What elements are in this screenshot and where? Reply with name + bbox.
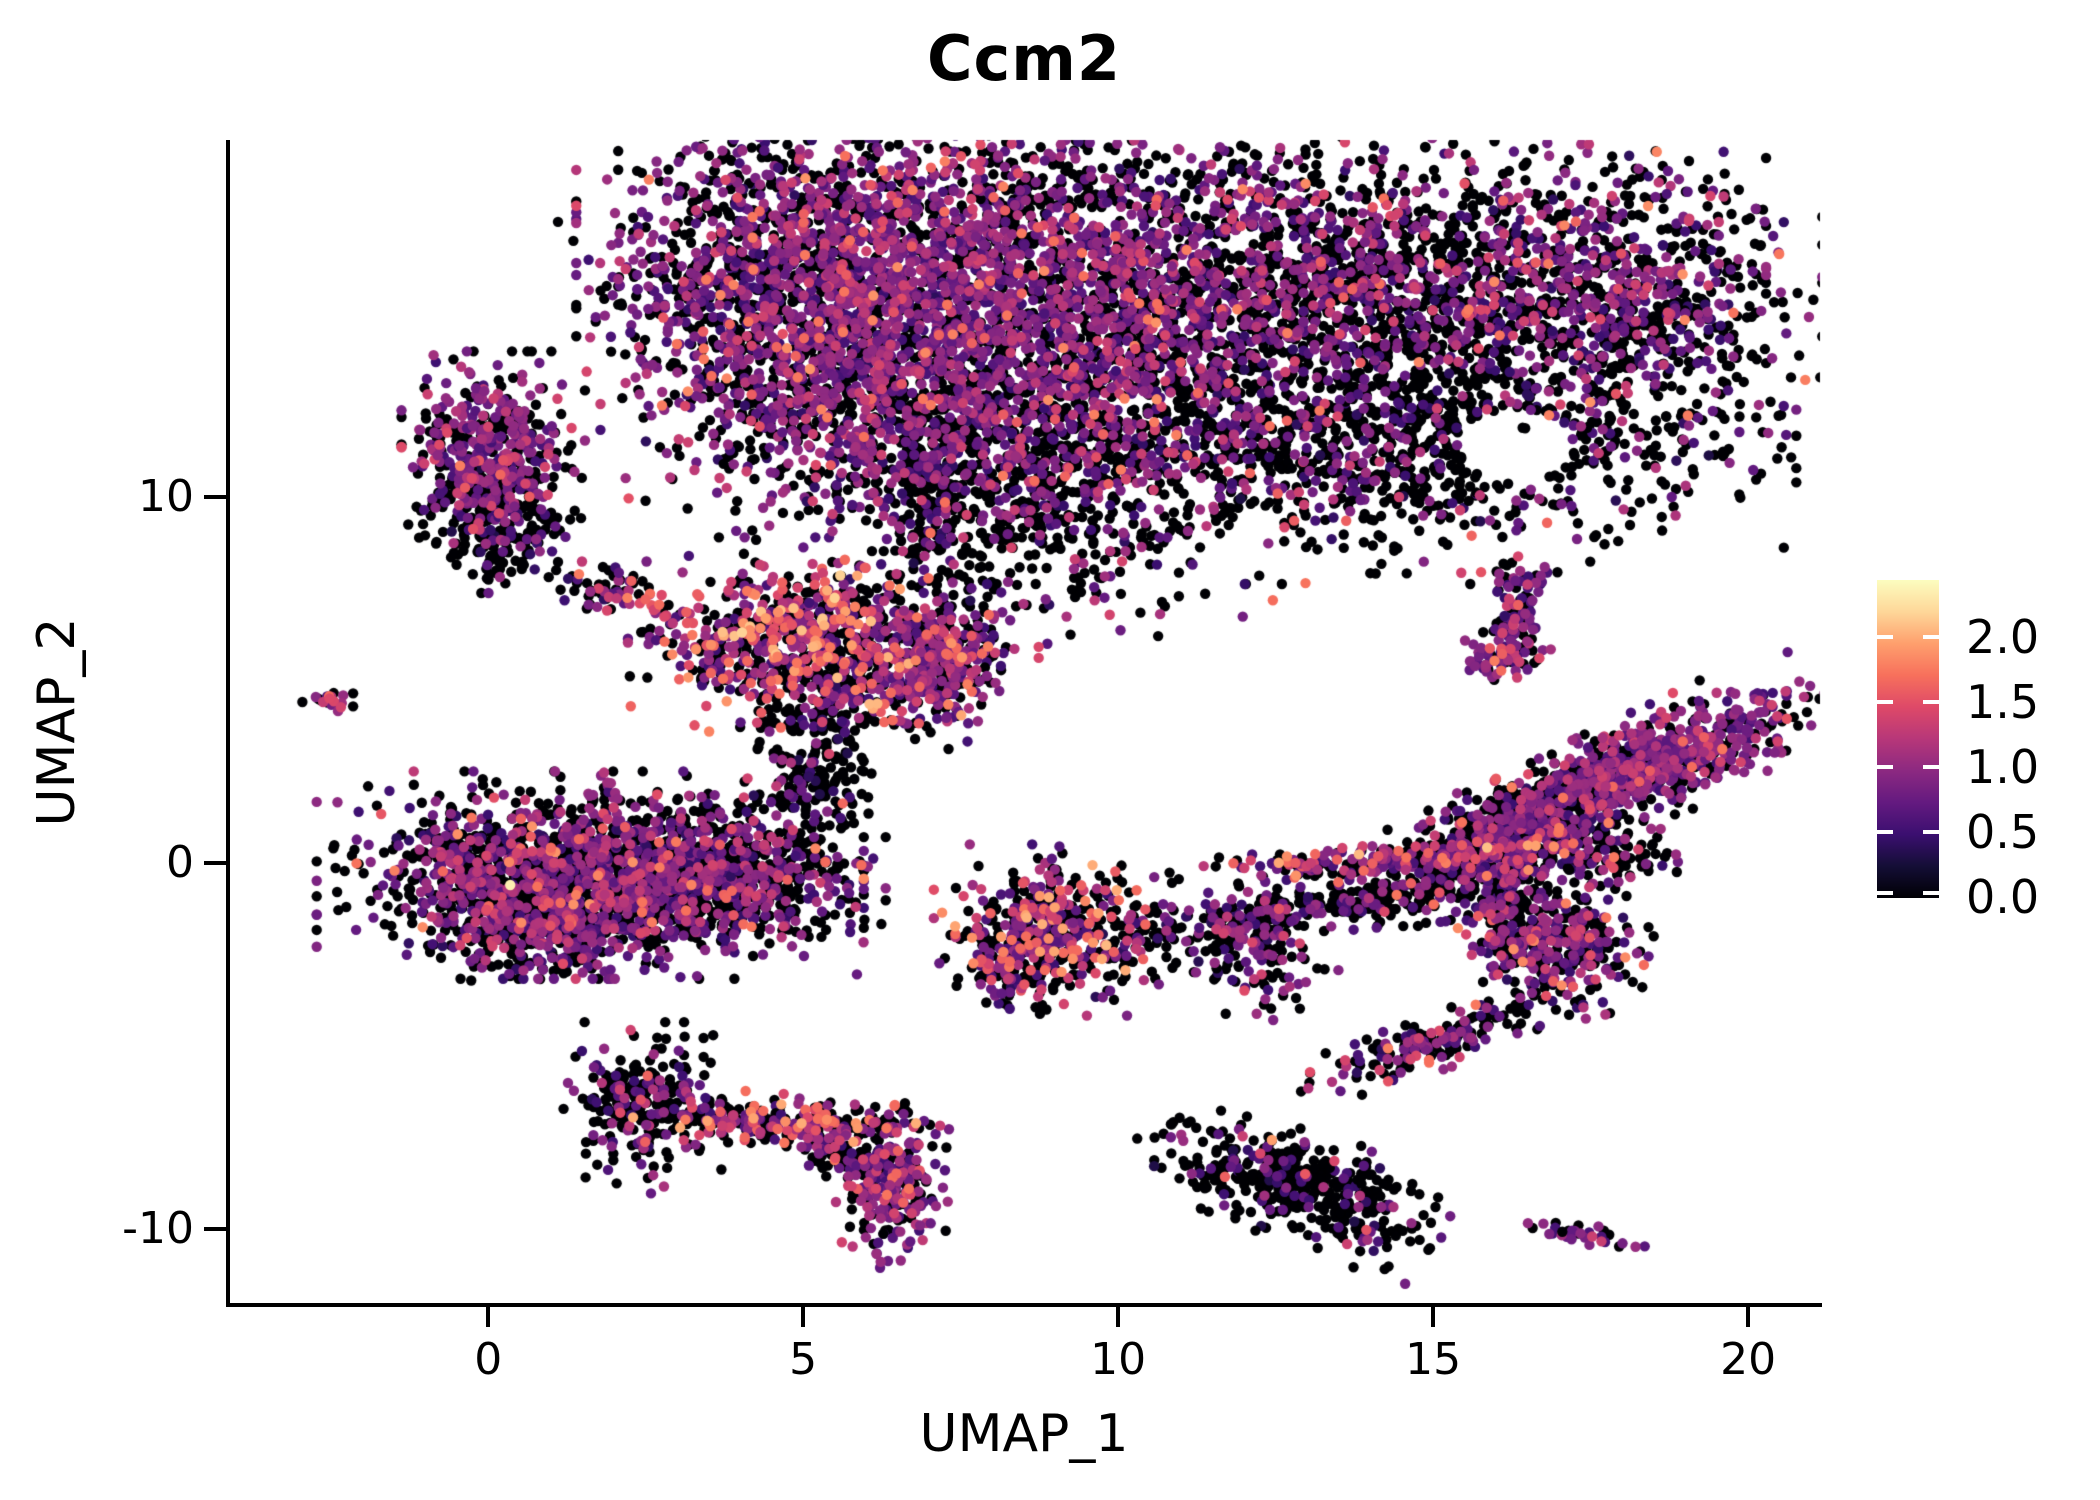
- colorbar-tick-mark: [1877, 635, 1893, 640]
- colorbar-gradient: [1877, 580, 1939, 898]
- y-tick-mark: [204, 861, 226, 865]
- x-axis-line: [226, 1303, 1822, 1307]
- colorbar-tick-label: 1.0: [1966, 740, 2040, 795]
- colorbar-tick-mark: [1923, 700, 1939, 705]
- y-tick-label: -10: [122, 1202, 194, 1254]
- x-tick-mark: [486, 1307, 491, 1327]
- x-tick-label: 15: [1405, 1334, 1462, 1385]
- x-tick-mark: [1431, 1307, 1436, 1327]
- x-tick-label: 5: [789, 1334, 818, 1385]
- colorbar-tick-mark: [1877, 891, 1893, 895]
- colorbar-tick-mark: [1877, 700, 1893, 705]
- colorbar-tick-label: 1.5: [1966, 675, 2040, 730]
- y-tick-label: 0: [166, 837, 194, 888]
- colorbar-tick-mark: [1877, 765, 1893, 770]
- x-tick-mark: [1116, 1307, 1121, 1327]
- colorbar-tick-mark: [1923, 830, 1939, 835]
- y-axis-label: UMAP_2: [27, 617, 87, 827]
- colorbar-tick-mark: [1923, 765, 1939, 770]
- x-tick-label: 10: [1090, 1334, 1147, 1385]
- colorbar-tick-mark: [1923, 635, 1939, 640]
- y-tick-mark: [204, 495, 226, 500]
- x-tick-label: 0: [474, 1334, 503, 1385]
- colorbar-tick-label: 2.0: [1966, 610, 2040, 665]
- colorbar-tick-label: 0.0: [1966, 870, 2040, 924]
- y-axis-line: [226, 140, 230, 1307]
- colorbar-tick-mark: [1923, 891, 1939, 895]
- colorbar-tick-label: 0.5: [1966, 805, 2040, 860]
- colorbar-tick-mark: [1877, 830, 1893, 835]
- x-tick-label: 20: [1720, 1334, 1777, 1385]
- y-tick-mark: [204, 1226, 226, 1231]
- x-tick-mark: [1746, 1307, 1751, 1327]
- x-tick-mark: [801, 1307, 806, 1327]
- y-tick-label: 10: [138, 471, 194, 523]
- x-axis-label: UMAP_1: [919, 1404, 1129, 1464]
